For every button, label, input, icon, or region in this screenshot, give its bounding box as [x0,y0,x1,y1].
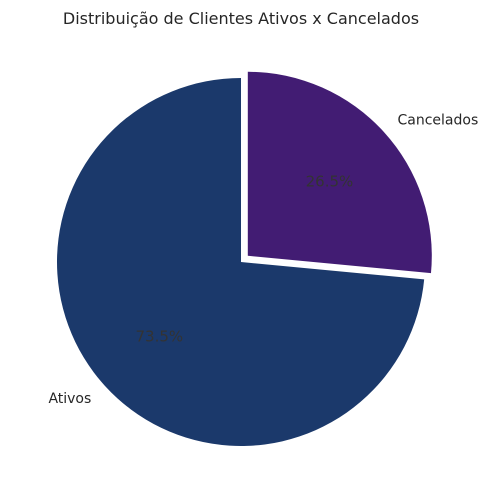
chart-title: Distribuição de Clientes Ativos x Cancel… [63,9,419,28]
pie-slice-cancelados [247,71,432,274]
pie-slice-ativos [56,78,425,446]
slice-percent-cancelados: 26.5% [306,173,354,191]
pie-labels: Ativos 73.5% Cancelados 26.5% [48,113,478,408]
slice-label-cancelados: Cancelados [398,113,479,129]
slice-label-ativos: Ativos [48,391,91,407]
slice-percent-ativos: 73.5% [136,327,184,345]
pie-slices [56,71,432,446]
